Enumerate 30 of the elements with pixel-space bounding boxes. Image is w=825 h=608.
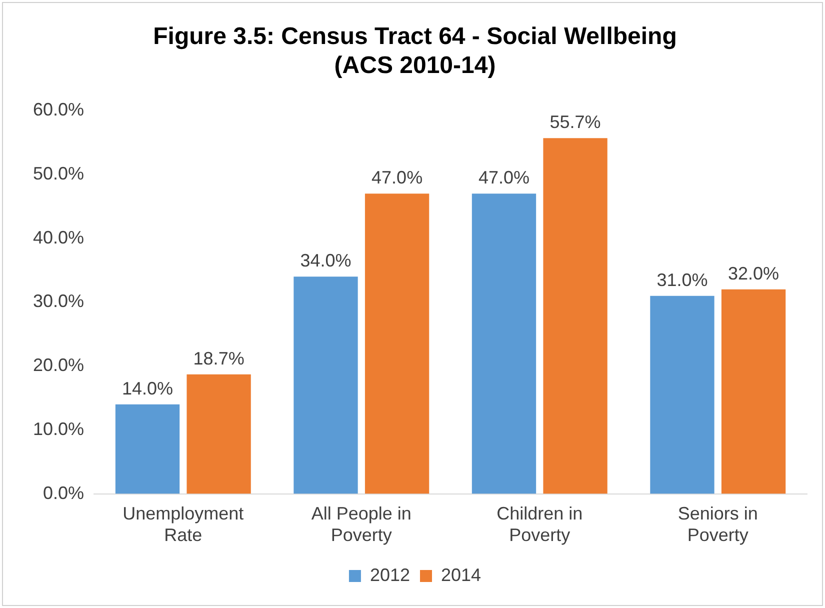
bar [186,374,251,494]
legend-label: 2014 [441,564,482,585]
y-tick-label: 10.0% [32,418,84,439]
x-tick-label: Children in Poverty [496,504,583,546]
y-tick-label: 30.0% [32,291,84,312]
y-tick-label: 60.0% [32,100,84,120]
y-tick-label: 50.0% [32,163,84,184]
data-label: 32.0% [728,263,780,284]
y-tick-label: 40.0% [32,227,84,248]
bar [721,289,786,494]
x-tick-label: Seniors in Poverty [678,504,758,546]
chart-title: Figure 3.5: Census Tract 64 - Social Wellbeing (ACS 2010-14) [153,23,677,79]
bar [472,194,536,494]
y-tick-label: 20.0% [32,355,84,376]
data-label: 47.0% [478,168,530,188]
bar [115,404,180,494]
bar [294,276,358,494]
bar [650,296,714,494]
data-label: 34.0% [300,250,352,271]
x-tick-label: All People in Poverty [311,504,412,546]
data-label: 31.0% [656,270,708,290]
legend-label: 2012 [370,564,410,585]
bar [543,138,608,494]
data-label: 47.0% [372,168,423,188]
data-label: 55.7% [550,112,601,132]
y-tick-label: 0.0% [43,482,84,503]
bar [364,194,430,494]
data-label: 18.7% [193,348,244,368]
data-label: 14.0% [122,378,174,398]
x-tick-label: Unemployment Rate [122,504,244,546]
